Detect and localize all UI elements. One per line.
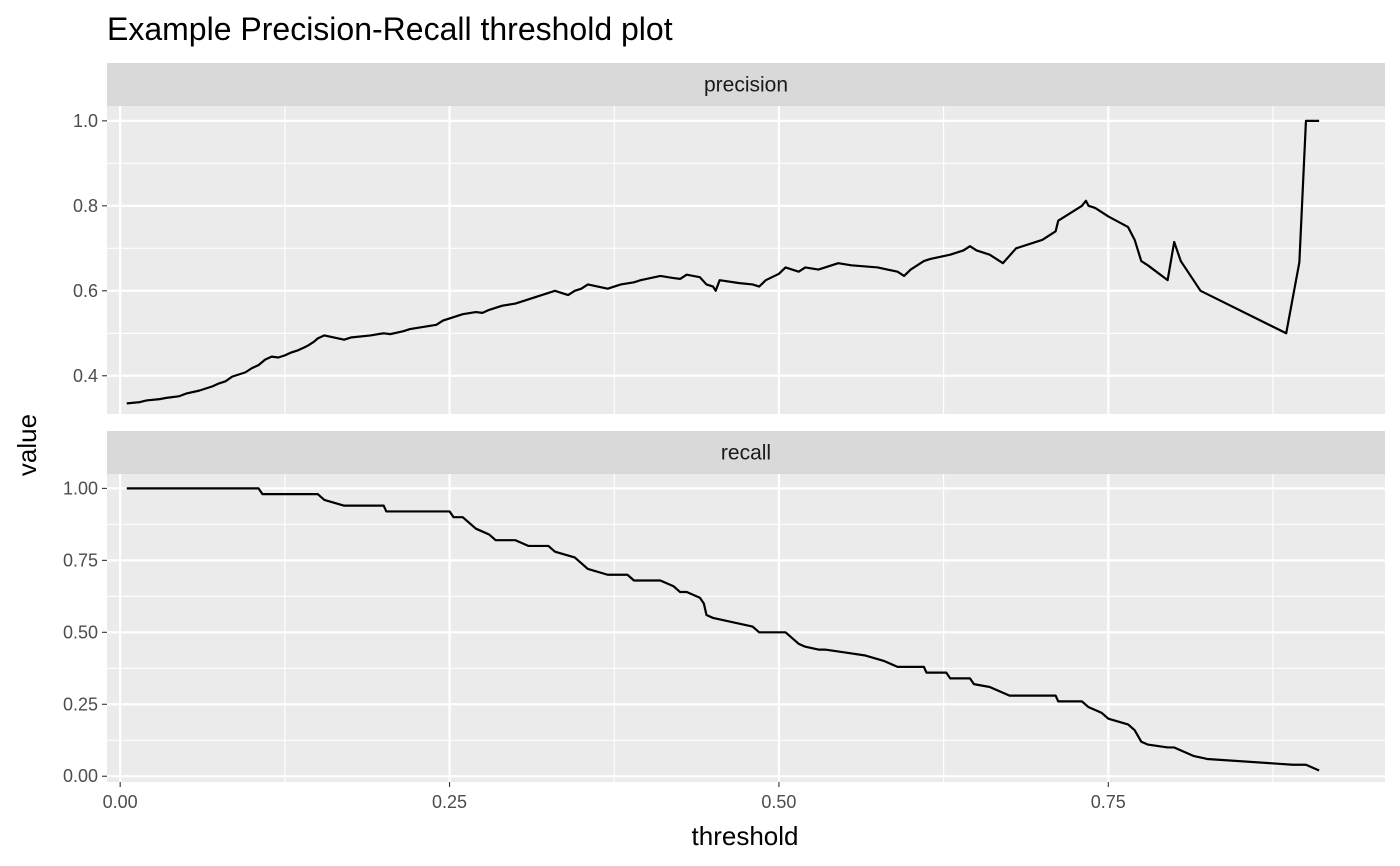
panel-background: [107, 474, 1385, 782]
facet-strip-label: precision: [704, 74, 788, 97]
y-tick-label: 0.6: [73, 281, 98, 301]
x-tick-label: 0.25: [432, 792, 467, 812]
x-tick-label: 0.00: [103, 792, 138, 812]
x-tick-label: 0.75: [1091, 792, 1126, 812]
facet-strip-precision: [107, 63, 1385, 106]
chart-title: Example Precision-Recall threshold plot: [107, 11, 673, 47]
y-tick-label: 0.00: [63, 766, 98, 786]
facet-strip-label: recall: [721, 442, 771, 465]
facet-precision: precision 0.4 0.6 0.8 1.0: [73, 63, 1385, 414]
series-line-precision: [126, 119, 1320, 405]
series-line-recall: [126, 487, 1320, 772]
x-axis-title: threshold: [692, 821, 799, 851]
y-tick-label: 0.8: [73, 196, 98, 216]
y-axis-title: value: [12, 414, 42, 476]
y-tick-label: 0.50: [63, 622, 98, 642]
y-tick-label: 1.0: [73, 111, 98, 131]
x-tick-label: 0.50: [761, 792, 796, 812]
y-tick-label: 1.00: [63, 478, 98, 498]
y-tick-label: 0.75: [63, 550, 98, 570]
facet-strip-recall: [107, 431, 1385, 474]
y-tick-label: 0.25: [63, 694, 98, 714]
panel-background: [107, 106, 1385, 414]
y-tick-label: 0.4: [73, 366, 98, 386]
facet-recall: recall 0.00 0.25 0.50 0.75 1.00: [63, 431, 1385, 786]
